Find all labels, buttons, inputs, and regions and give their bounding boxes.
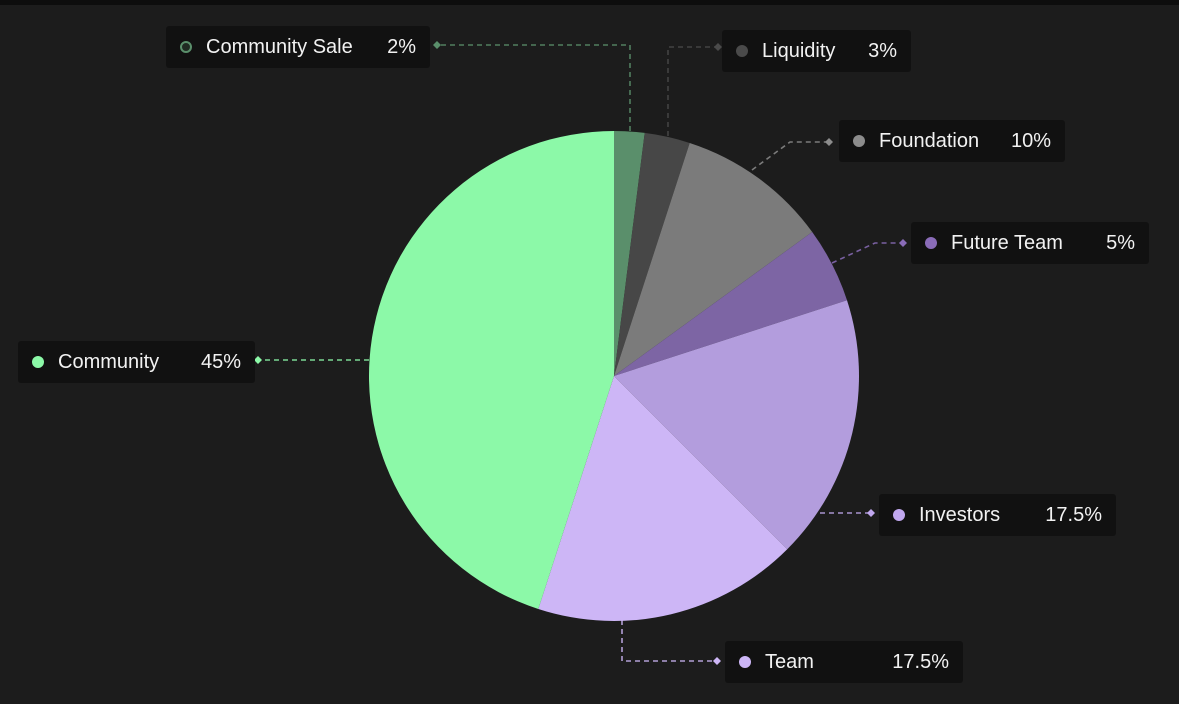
legend-item-community-sale: Community Sale 2%: [166, 26, 430, 68]
legend-label: Community: [58, 350, 160, 373]
legend-item-investors: Investors 17.5%: [879, 494, 1116, 536]
legend-dot: [180, 41, 192, 53]
legend-label: Liquidity: [762, 39, 836, 62]
leader-line-future-team: [831, 242, 903, 264]
leader-marker-community-sale: [433, 41, 441, 49]
legend-dot: [32, 356, 44, 368]
pie-slice-liquidity: [614, 132, 690, 376]
pie-slice-community-sale: [614, 131, 645, 376]
legend-item-team: Team 17.5%: [725, 641, 963, 683]
legend-label: Team: [765, 650, 814, 673]
leader-line-community-sale: [437, 44, 631, 131]
legend-dot: [853, 135, 865, 147]
legend-value: 17.5%: [892, 650, 949, 673]
pie-slice-future-team: [614, 231, 848, 376]
pie-slice-community: [368, 130, 614, 610]
legend-label: Community Sale: [206, 35, 353, 58]
legend-value: 45%: [200, 350, 241, 373]
top-edge-bar: [0, 0, 1179, 5]
legend-label: Investors: [919, 503, 1001, 526]
legend-dot: [736, 45, 748, 57]
legend-label: Foundation: [879, 129, 980, 152]
legend-value: 5%: [1106, 231, 1135, 254]
pie-slices: [368, 130, 860, 622]
legend-item-future-team: Future Team 5%: [911, 222, 1149, 264]
leader-line-foundation: [751, 141, 829, 171]
leader-lines: [254, 41, 907, 665]
leader-line-team: [621, 620, 717, 662]
leader-marker-future-team: [899, 239, 907, 247]
legend-dot: [925, 237, 937, 249]
legend-value: 3%: [868, 39, 897, 62]
legend-value: 10%: [1010, 129, 1051, 152]
pie-slice-investors: [614, 300, 860, 550]
legend-dot: [739, 656, 751, 668]
pie-slice-team: [538, 376, 788, 622]
leader-marker-team: [713, 657, 721, 665]
legend-item-community: Community 45%: [18, 341, 255, 383]
legend-value: 2%: [387, 35, 416, 58]
legend-item-liquidity: Liquidity 3%: [722, 30, 911, 72]
legend-label: Future Team: [951, 231, 1063, 254]
legend-value: 17.5%: [1045, 503, 1102, 526]
leader-line-liquidity: [667, 46, 718, 136]
pie-slice-foundation: [614, 142, 813, 376]
leader-marker-foundation: [825, 138, 833, 146]
leader-marker-investors: [867, 509, 875, 517]
legend-item-foundation: Foundation 10%: [839, 120, 1065, 162]
legend-dot: [893, 509, 905, 521]
leader-marker-community: [254, 356, 262, 364]
leader-marker-liquidity: [714, 43, 722, 51]
